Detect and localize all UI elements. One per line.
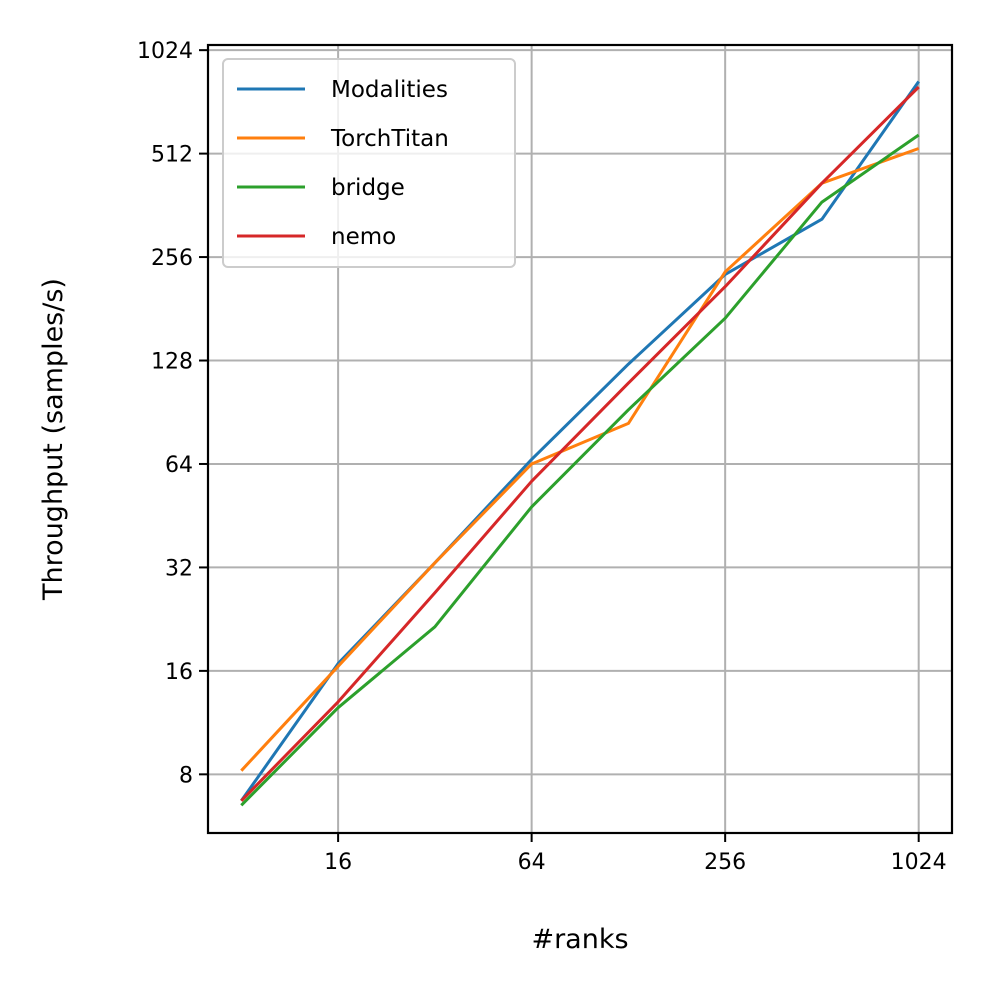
y-axis-label: Throughput (samples/s) xyxy=(38,278,69,601)
y-tick-label: 64 xyxy=(165,453,193,478)
x-tick-label: 16 xyxy=(324,850,352,875)
y-tick-label: 1024 xyxy=(137,39,193,64)
series-line-modalities xyxy=(240,80,920,802)
legend-label-nemo: nemo xyxy=(331,224,396,250)
x-tick-label: 64 xyxy=(518,850,546,875)
y-tick-label: 32 xyxy=(165,556,193,581)
legend-label-torchtitan: TorchTitan xyxy=(330,126,449,152)
legend-label-bridge: bridge xyxy=(331,175,405,201)
x-axis-label: #ranks xyxy=(531,924,628,955)
y-tick-label: 128 xyxy=(151,350,193,375)
y-tick-label: 8 xyxy=(179,763,193,788)
series-line-torchtitan xyxy=(240,147,920,772)
series-lines xyxy=(240,80,920,807)
plot-frame xyxy=(206,43,954,835)
series-line-nemo xyxy=(240,85,920,802)
series-line-bridge xyxy=(240,133,920,807)
y-tick-label: 512 xyxy=(151,143,193,168)
axis-ticks: 16 64 256 1024 8 16 32 64 128 256 512 1024 xyxy=(137,39,947,875)
x-tick-label: 256 xyxy=(704,850,746,875)
y-tick-label: 16 xyxy=(165,660,193,685)
legend-box xyxy=(222,58,516,268)
x-tick-label: 1024 xyxy=(891,850,947,875)
legend-label-modalities: Modalities xyxy=(331,77,448,103)
y-tick-label: 256 xyxy=(151,246,193,271)
legend: Modalities TorchTitan bridge nemo xyxy=(222,58,516,268)
